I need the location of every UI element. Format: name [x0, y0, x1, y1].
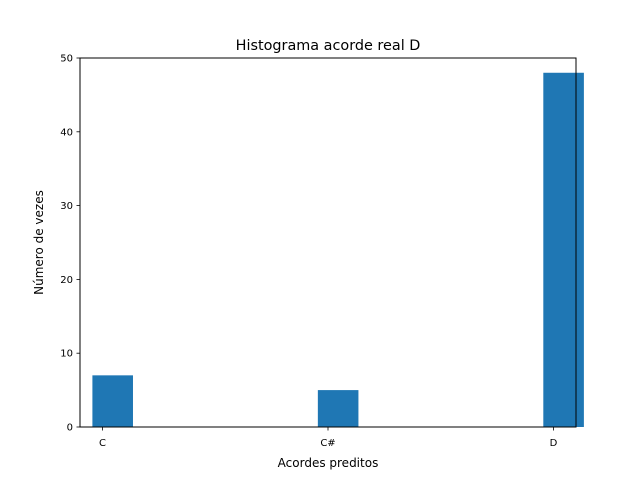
- x-axis-ticks: C C# D: [99, 427, 558, 449]
- bars-group: [92, 72, 584, 427]
- y-axis-ticks: 0 10 20 30 40 50: [60, 54, 80, 434]
- x-tick-label: D: [550, 438, 558, 449]
- bar-c-sharp: [317, 390, 359, 427]
- x-tick-label: C: [99, 438, 106, 449]
- bar-d: [543, 72, 584, 427]
- x-tick-label: C#: [320, 438, 335, 449]
- y-tick-label: 20: [60, 275, 73, 286]
- y-tick-label: 50: [60, 54, 73, 65]
- bar-c: [92, 375, 133, 427]
- y-tick-label: 40: [60, 127, 73, 138]
- chart-title: Histograma acorde real D: [236, 38, 421, 54]
- y-tick-label: 0: [67, 423, 73, 434]
- y-tick-label: 10: [60, 349, 73, 360]
- plot-frame: [79, 57, 577, 428]
- y-tick-label: 30: [60, 201, 73, 212]
- y-axis-label: Número de vezes: [32, 190, 46, 295]
- x-axis-label: Acordes preditos: [278, 456, 379, 470]
